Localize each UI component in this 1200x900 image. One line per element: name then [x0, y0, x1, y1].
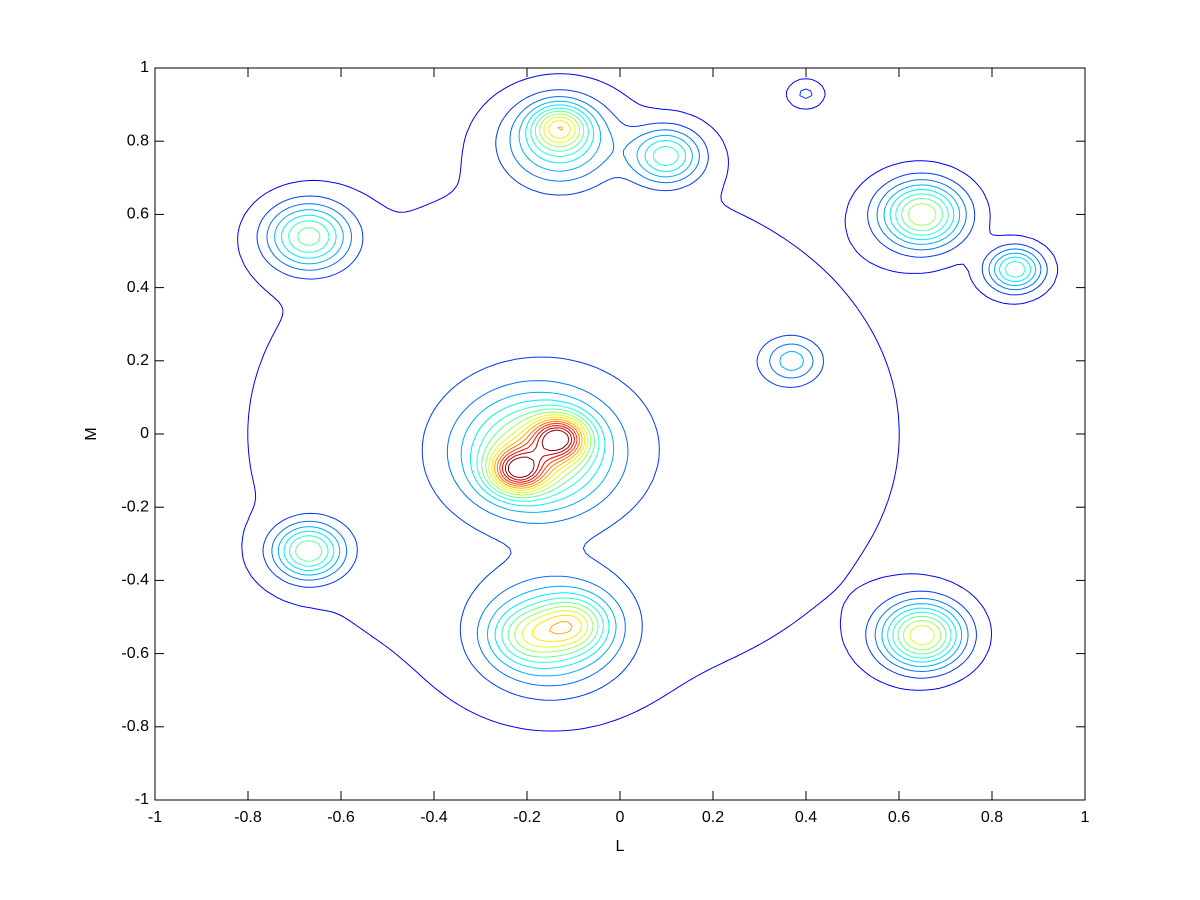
x-tick-label: 1 — [1081, 809, 1090, 826]
y-tick-label: 0.4 — [127, 279, 149, 296]
contour-line — [505, 427, 573, 481]
contours — [237, 73, 1059, 732]
contour-line — [256, 88, 1048, 701]
x-tick-label: -0.4 — [420, 809, 448, 826]
y-tick-label: 0 — [140, 425, 149, 442]
x-tick-label: 0.6 — [888, 809, 910, 826]
contour-line — [485, 113, 942, 653]
contour-line — [237, 73, 1059, 732]
y-tick-label: -0.2 — [121, 498, 149, 515]
x-tick-label: 0 — [616, 809, 625, 826]
y-tick-label: -0.8 — [121, 718, 149, 735]
contour-line — [488, 116, 935, 648]
contour-line — [491, 120, 586, 642]
contour-line — [274, 100, 1037, 677]
x-axis-label: L — [616, 838, 625, 855]
x-tick-label: -1 — [148, 809, 162, 826]
y-axis-label: M — [83, 427, 100, 440]
contour-line — [496, 420, 581, 487]
y-tick-label: 1 — [140, 59, 149, 76]
y-tick-label: 0.6 — [127, 206, 149, 223]
x-tick-label: 0.8 — [981, 809, 1003, 826]
x-tick-label: -0.2 — [513, 809, 541, 826]
contour-line — [288, 107, 1026, 663]
y-tick-label: 0.2 — [127, 352, 149, 369]
y-tick-label: -0.6 — [121, 645, 149, 662]
x-tick-label: 0.4 — [795, 809, 817, 826]
contour-line — [502, 425, 575, 483]
y-tick-label: -0.4 — [121, 572, 149, 589]
y-tick-label: -1 — [135, 791, 149, 808]
contour-line — [266, 96, 1042, 687]
y-tick-label: 0.8 — [127, 132, 149, 149]
contour-line — [295, 110, 947, 658]
x-tick-label: -0.6 — [327, 809, 355, 826]
x-tick-label: -0.8 — [234, 809, 262, 826]
contour-line — [508, 429, 570, 478]
contour-line — [494, 126, 583, 635]
contour-line — [281, 104, 1032, 669]
contour-line — [499, 422, 578, 485]
x-tick-label: 0.2 — [702, 809, 724, 826]
